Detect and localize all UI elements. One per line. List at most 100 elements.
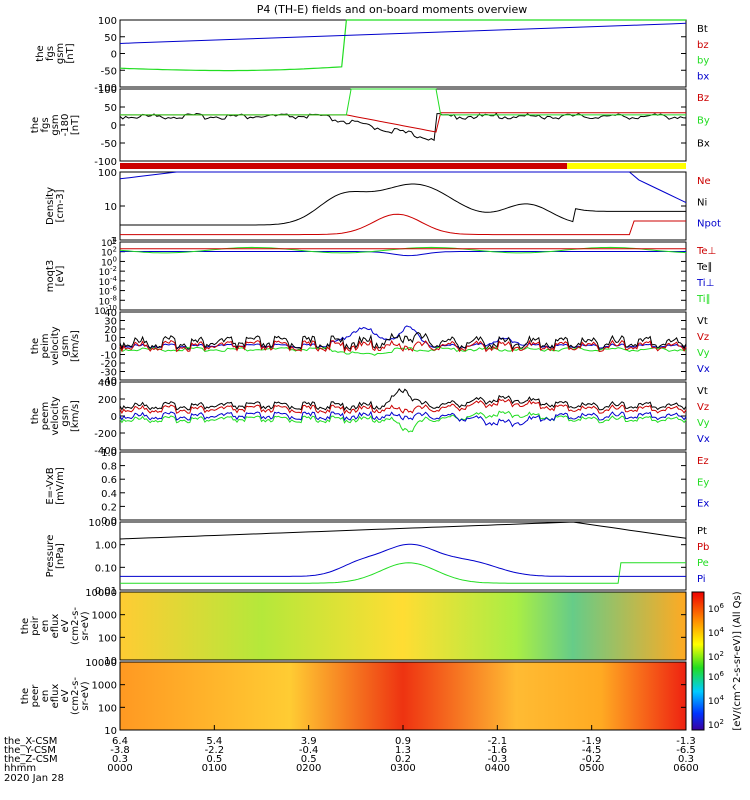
legend-vz: Vz bbox=[697, 402, 709, 413]
x-tick-label: 0300 bbox=[390, 763, 415, 774]
y-tick-label: -50 bbox=[101, 66, 117, 77]
panel-peer: 10000 1000 100 10 the peer en eflux eV (cm2-s-sr-… bbox=[20, 658, 687, 737]
legend-te∥: Te∥ bbox=[696, 262, 713, 273]
y-tick-label: -100 bbox=[94, 157, 117, 168]
x-tick-label: 0500 bbox=[579, 763, 604, 774]
legend-by: by bbox=[697, 56, 709, 67]
y-axis-label: the bbox=[30, 408, 41, 424]
x-tick-label: -1.3 bbox=[676, 736, 696, 747]
peem-vx-trace bbox=[119, 410, 687, 428]
y-tick-label: 100 bbox=[98, 85, 117, 96]
y-tick-label: 0.01 bbox=[95, 586, 117, 597]
pressure-pe-trace bbox=[120, 562, 686, 584]
legend-vx: Vx bbox=[697, 364, 710, 375]
legend-ne: Ne bbox=[697, 176, 711, 187]
panel-peem: 400 200 0 -200 -400 the peem velocity gsm [km/s] V… bbox=[30, 378, 710, 457]
y-axis-label: sr-eV) bbox=[80, 681, 91, 710]
y-axis-label: Pressure bbox=[45, 535, 56, 578]
y-tick-label: 10-4 bbox=[99, 275, 118, 288]
temperature-frame bbox=[119, 241, 687, 311]
y-tick-label: 40 bbox=[104, 308, 117, 319]
fgs180-by-trace bbox=[120, 88, 686, 116]
y-axis-label: gsm bbox=[50, 114, 61, 135]
peir-frame bbox=[119, 591, 687, 661]
y-tick-label: 1 bbox=[111, 236, 117, 247]
colorbar-tick-label: 104 bbox=[708, 694, 724, 707]
y-tick-label: -400 bbox=[94, 446, 117, 457]
x-tick-label: 0200 bbox=[296, 763, 321, 774]
panel-density: 100 10 1 Density [cm-3] Ne Ni Npot bbox=[45, 168, 721, 247]
y-tick-label: 10000 bbox=[85, 588, 117, 599]
y-tick-label: 0.6 bbox=[101, 475, 117, 486]
y-axis-label: [nT] bbox=[70, 115, 81, 135]
y-tick-label: 1.0 bbox=[101, 448, 117, 459]
y-tick-label: 10-6 bbox=[99, 285, 118, 298]
y-axis-label: fgs bbox=[40, 117, 51, 132]
colorbar-tick-label: 102 bbox=[708, 718, 724, 731]
y-axis-label: moqt3 bbox=[45, 260, 56, 293]
y-axis-label: (cm2-s- bbox=[70, 677, 81, 715]
legend-pi: Pi bbox=[697, 574, 706, 585]
y-tick-label: 1000 bbox=[92, 681, 117, 692]
colorbar-tick-label: 106 bbox=[708, 670, 724, 683]
y-tick-label: 10000 bbox=[85, 658, 117, 669]
legend-bz: bz bbox=[697, 40, 709, 51]
y-axis-label: the bbox=[30, 117, 41, 133]
y-axis-label: [eV] bbox=[55, 266, 66, 287]
pressure-pi-trace bbox=[120, 543, 686, 577]
x-tick-label: 0100 bbox=[202, 763, 227, 774]
legend-pb: Pb bbox=[697, 542, 709, 553]
y-axis-label: eflux bbox=[50, 614, 61, 639]
y-axis-label: -180 bbox=[60, 114, 71, 137]
peim-vz-trace bbox=[119, 339, 687, 353]
pressure-pt-trace bbox=[119, 521, 687, 540]
y-axis-label: peir bbox=[30, 615, 41, 635]
legend-ex: Ex bbox=[697, 499, 709, 510]
colorbar-tick-label: 102 bbox=[708, 650, 724, 663]
panel-fgs: 100 50 0 -50 -100 the fgs gsm [nT] Bt bz by bx bbox=[35, 16, 709, 94]
x-tick-label: 0000 bbox=[107, 763, 132, 774]
y-tick-label: 0 bbox=[111, 121, 117, 132]
x-tick-label: -1.9 bbox=[582, 736, 602, 747]
density-ne-trace bbox=[120, 213, 686, 236]
y-tick-label: 0 bbox=[111, 342, 117, 353]
y-tick-label: 0.8 bbox=[101, 462, 117, 473]
y-axis-label: sr-eV) bbox=[80, 611, 91, 640]
mode-bar-red bbox=[120, 163, 568, 169]
y-axis-label: the bbox=[20, 688, 31, 704]
fgs-bx-trace bbox=[119, 22, 687, 44]
y-tick-label: 100 bbox=[98, 633, 117, 644]
panel-peir: 10000 1000 100 10 the peir en eflux eV (cm2-s-sr-… bbox=[20, 588, 687, 667]
x-tick-label: 0600 bbox=[673, 763, 698, 774]
y-axis-label: [nT] bbox=[65, 43, 76, 63]
y-axis-label: Density bbox=[45, 187, 56, 225]
y-axis-label: E=-VxB bbox=[45, 467, 56, 504]
panel-fgs-180: 100 50 0 -50 -100 the fgs gsm -180 [nT] Bz By Bx bbox=[30, 85, 710, 168]
y-axis-label: eV bbox=[60, 689, 71, 702]
y-tick-label: 30 bbox=[104, 317, 117, 328]
y-tick-label: 10 bbox=[104, 656, 117, 667]
y-axis-label: eflux bbox=[50, 684, 61, 709]
peim-vx-trace bbox=[119, 325, 687, 349]
colorbar-tick-label: 104 bbox=[708, 626, 724, 639]
y-tick-label: 0.4 bbox=[101, 489, 117, 500]
x-axis-row-label: the_X-CSM bbox=[4, 736, 57, 747]
fgs-180-frame bbox=[119, 88, 687, 162]
fgs-frame bbox=[119, 19, 687, 88]
x-tick-label: 0.9 bbox=[395, 736, 411, 747]
y-axis-label: fgs bbox=[45, 46, 56, 61]
legend-vy: Vy bbox=[697, 348, 710, 359]
colorbar-bar bbox=[691, 591, 705, 731]
x-tick-label: 0.2 bbox=[395, 754, 411, 765]
x-tick-label: 0.3 bbox=[112, 754, 128, 765]
y-tick-label: 10 bbox=[104, 202, 117, 213]
fgs180-bz-trace bbox=[120, 112, 686, 133]
y-axis-label: the bbox=[20, 618, 31, 634]
y-axis-label: [cm-3] bbox=[55, 189, 66, 222]
legend-bz: Bz bbox=[697, 93, 709, 104]
y-tick-label: -20 bbox=[101, 359, 117, 370]
y-axis-label: eV bbox=[60, 619, 71, 632]
x-tick-label: -2.1 bbox=[488, 736, 508, 747]
